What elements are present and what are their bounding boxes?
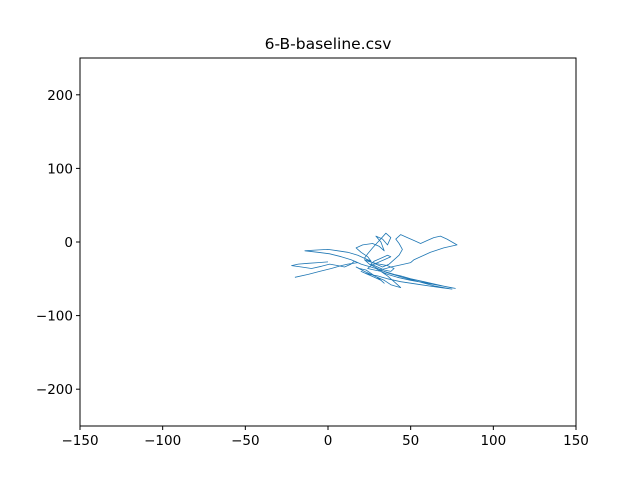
x-axis: −150 −100 −50 0 50 100 150 <box>61 426 589 449</box>
x-tick-label: −50 <box>231 433 260 449</box>
y-tick-label: 100 <box>47 161 73 177</box>
y-axis: −200 −100 0 100 200 <box>36 88 80 398</box>
x-tick-label: −100 <box>144 433 181 449</box>
y-tick-label: 0 <box>64 235 73 251</box>
y-tick-label: 200 <box>47 88 73 104</box>
x-tick-label: 150 <box>563 433 589 449</box>
y-tick-label: −100 <box>36 309 73 325</box>
y-tick-label: −200 <box>36 382 73 398</box>
chart-title: 6-B-baseline.csv <box>265 35 392 53</box>
plot-area <box>291 232 458 290</box>
x-tick-label: −150 <box>61 433 98 449</box>
x-tick-label: 100 <box>480 433 506 449</box>
x-tick-label: 50 <box>402 433 419 449</box>
x-tick-label: 0 <box>324 433 333 449</box>
series-line-0 <box>291 232 458 290</box>
